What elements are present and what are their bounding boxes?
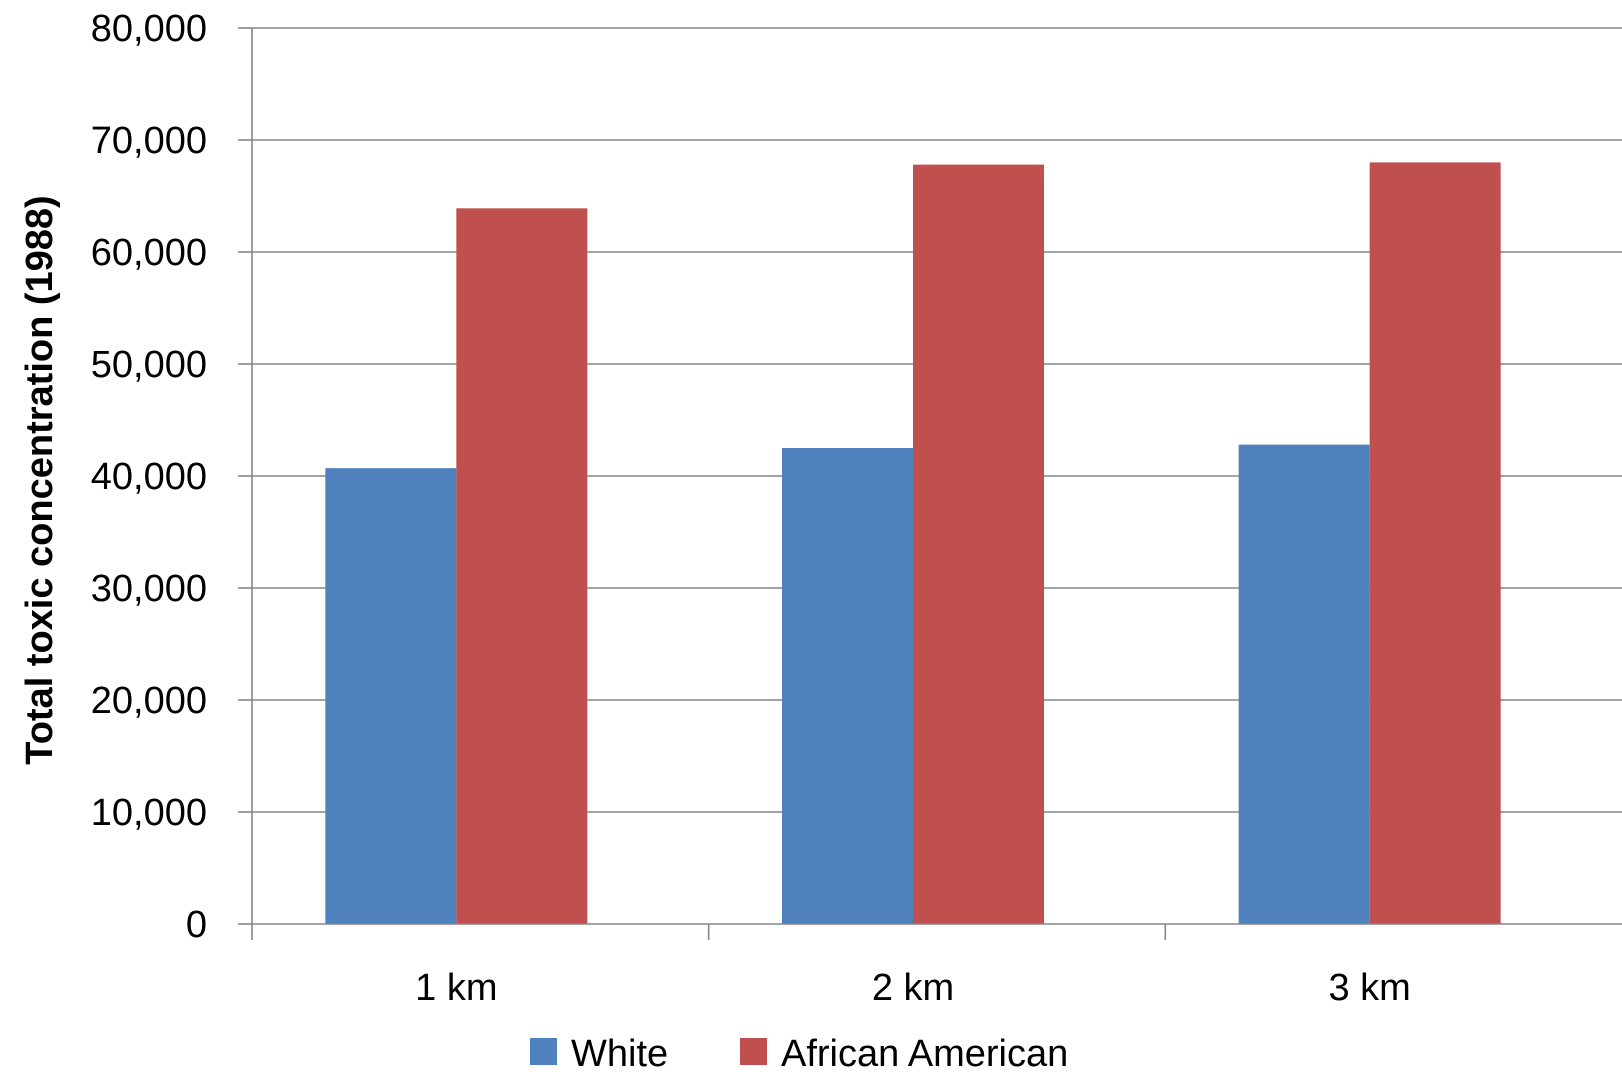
y-axis-title: Total toxic concentration (1988) — [19, 195, 61, 764]
legend-label: White — [571, 1033, 668, 1075]
x-tick-label: 2 km — [872, 967, 954, 1009]
bar — [456, 208, 588, 924]
legend: White African American — [530, 1033, 1068, 1075]
y-tick-label: 60,000 — [91, 232, 207, 274]
y-tick-label: 40,000 — [91, 456, 207, 498]
legend-swatch — [740, 1038, 767, 1065]
y-tick-label: 30,000 — [91, 568, 207, 610]
y-tick-label: 10,000 — [91, 792, 207, 834]
legend-swatch — [530, 1038, 557, 1065]
x-tick-label: 3 km — [1328, 967, 1410, 1009]
bar — [782, 448, 913, 924]
x-tick-labels: 1 km 2 km 3 km — [415, 967, 1411, 1009]
y-tick-label: 50,000 — [91, 344, 207, 386]
bars — [325, 162, 1501, 924]
bar — [1238, 444, 1370, 924]
axes — [238, 27, 1622, 940]
y-tick-label: 80,000 — [91, 8, 207, 50]
y-tick-label: 0 — [186, 904, 207, 946]
bar — [913, 164, 1044, 924]
y-tick-labels: 0 10,000 20,000 30,000 40,000 50,000 60,000 70,… — [91, 8, 207, 946]
bar — [1369, 162, 1501, 924]
x-tick-label: 1 km — [415, 967, 497, 1009]
y-tick-label: 20,000 — [91, 680, 207, 722]
y-tick-label: 70,000 — [91, 120, 207, 162]
legend-label: African American — [781, 1033, 1068, 1075]
bar — [325, 468, 457, 924]
